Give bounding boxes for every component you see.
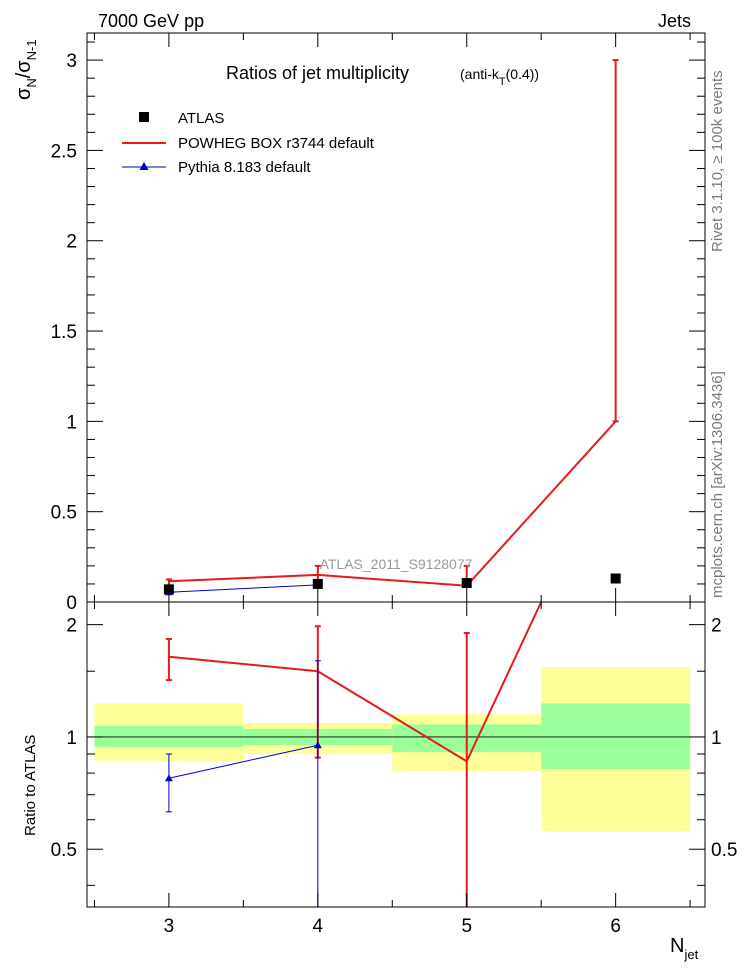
ratio-xtick-label: 5 bbox=[461, 916, 472, 937]
main-ytick-label: 3 bbox=[66, 51, 77, 72]
mcplots-label: mcplots.cern.ch [arXiv:1306.3436] bbox=[709, 371, 726, 598]
main-pythia-series bbox=[164, 580, 322, 596]
main-powheg-line bbox=[168, 420, 617, 587]
main-title: Ratios of jet multiplicity bbox=[226, 63, 409, 83]
ratio-ytick-label: 1 bbox=[66, 728, 77, 749]
ratio-ytick-label: 2 bbox=[66, 616, 77, 637]
main-ytick-label: 2.5 bbox=[51, 141, 77, 162]
rivet-label: Rivet 3.1.10, ≥ 100k events bbox=[709, 70, 726, 252]
ratio-xtick-label: 3 bbox=[164, 916, 175, 937]
ratio-pythia-point bbox=[313, 741, 322, 749]
ratio-ticks: 0.5 0.5 1 1 2 2 3 4 5 6 bbox=[51, 602, 737, 937]
header-jets-label: Jets bbox=[658, 11, 691, 31]
ratio-xtick-label: 4 bbox=[313, 916, 324, 937]
main-ytick-label: 2 bbox=[66, 232, 77, 253]
main-pythia-line bbox=[168, 584, 318, 593]
ratio-ylabel: Ratio to ATLAS bbox=[22, 735, 39, 836]
main-ytick-label: 1.5 bbox=[51, 322, 77, 343]
ratio-pythia-series bbox=[164, 660, 322, 907]
main-atlas-point bbox=[163, 584, 174, 595]
ratio-ytick-label-right: 0.5 bbox=[711, 840, 737, 861]
ratio-powheg-line bbox=[168, 601, 543, 763]
main-atlas-point bbox=[610, 573, 621, 584]
legend-atlas-label: ATLAS bbox=[178, 110, 224, 127]
ratio-bands bbox=[94, 666, 691, 831]
main-ytick-label: 1 bbox=[66, 412, 77, 433]
ratio-xlabel: Njet bbox=[670, 935, 699, 962]
analysis-watermark: ATLAS_2011_S9128077 bbox=[320, 556, 473, 572]
main-atlas-series bbox=[163, 573, 621, 595]
ratio-frame bbox=[86, 601, 706, 908]
main-plot: Ratios of jet multiplicity (anti-kT(0.4)… bbox=[13, 32, 706, 614]
main-title-jet-algorithm: (anti-kT(0.4)) bbox=[460, 66, 539, 88]
main-atlas-point bbox=[312, 578, 323, 589]
main-ytick-label: 0.5 bbox=[51, 503, 77, 524]
ratio-pythia-line bbox=[168, 744, 318, 779]
ratio-xtick-label: 6 bbox=[610, 916, 621, 937]
ratio-ytick-label-right: 1 bbox=[711, 728, 722, 749]
legend-powheg-label: POWHEG BOX r3744 default bbox=[178, 135, 375, 152]
ratio-ytick-label-right: 2 bbox=[711, 616, 722, 637]
ratio-pythia-point bbox=[164, 774, 173, 782]
legend-pythia-marker bbox=[139, 162, 149, 170]
legend-pythia-label: Pythia 8.183 default bbox=[178, 159, 311, 176]
legend-atlas-marker bbox=[139, 112, 149, 122]
ratio-plot: 0.5 0.5 1 1 2 2 3 4 5 6 Ratio to ATLAS Njet bbox=[22, 601, 737, 962]
ratio-band-inner bbox=[541, 703, 691, 770]
main-ytick-label: 0 bbox=[66, 593, 77, 614]
legend: ATLAS POWHEG BOX r3744 default Pythia 8.… bbox=[122, 110, 375, 176]
ratio-band-inner bbox=[94, 725, 244, 747]
header-energy-label: 7000 GeV pp bbox=[98, 11, 204, 31]
main-atlas-point bbox=[461, 578, 472, 589]
main-ylabel: σN/σN-1 bbox=[13, 39, 39, 100]
ratio-ytick-label: 0.5 bbox=[51, 840, 77, 861]
main-ticks: 0 0.5 1 1.5 2 2.5 3 bbox=[51, 33, 705, 614]
